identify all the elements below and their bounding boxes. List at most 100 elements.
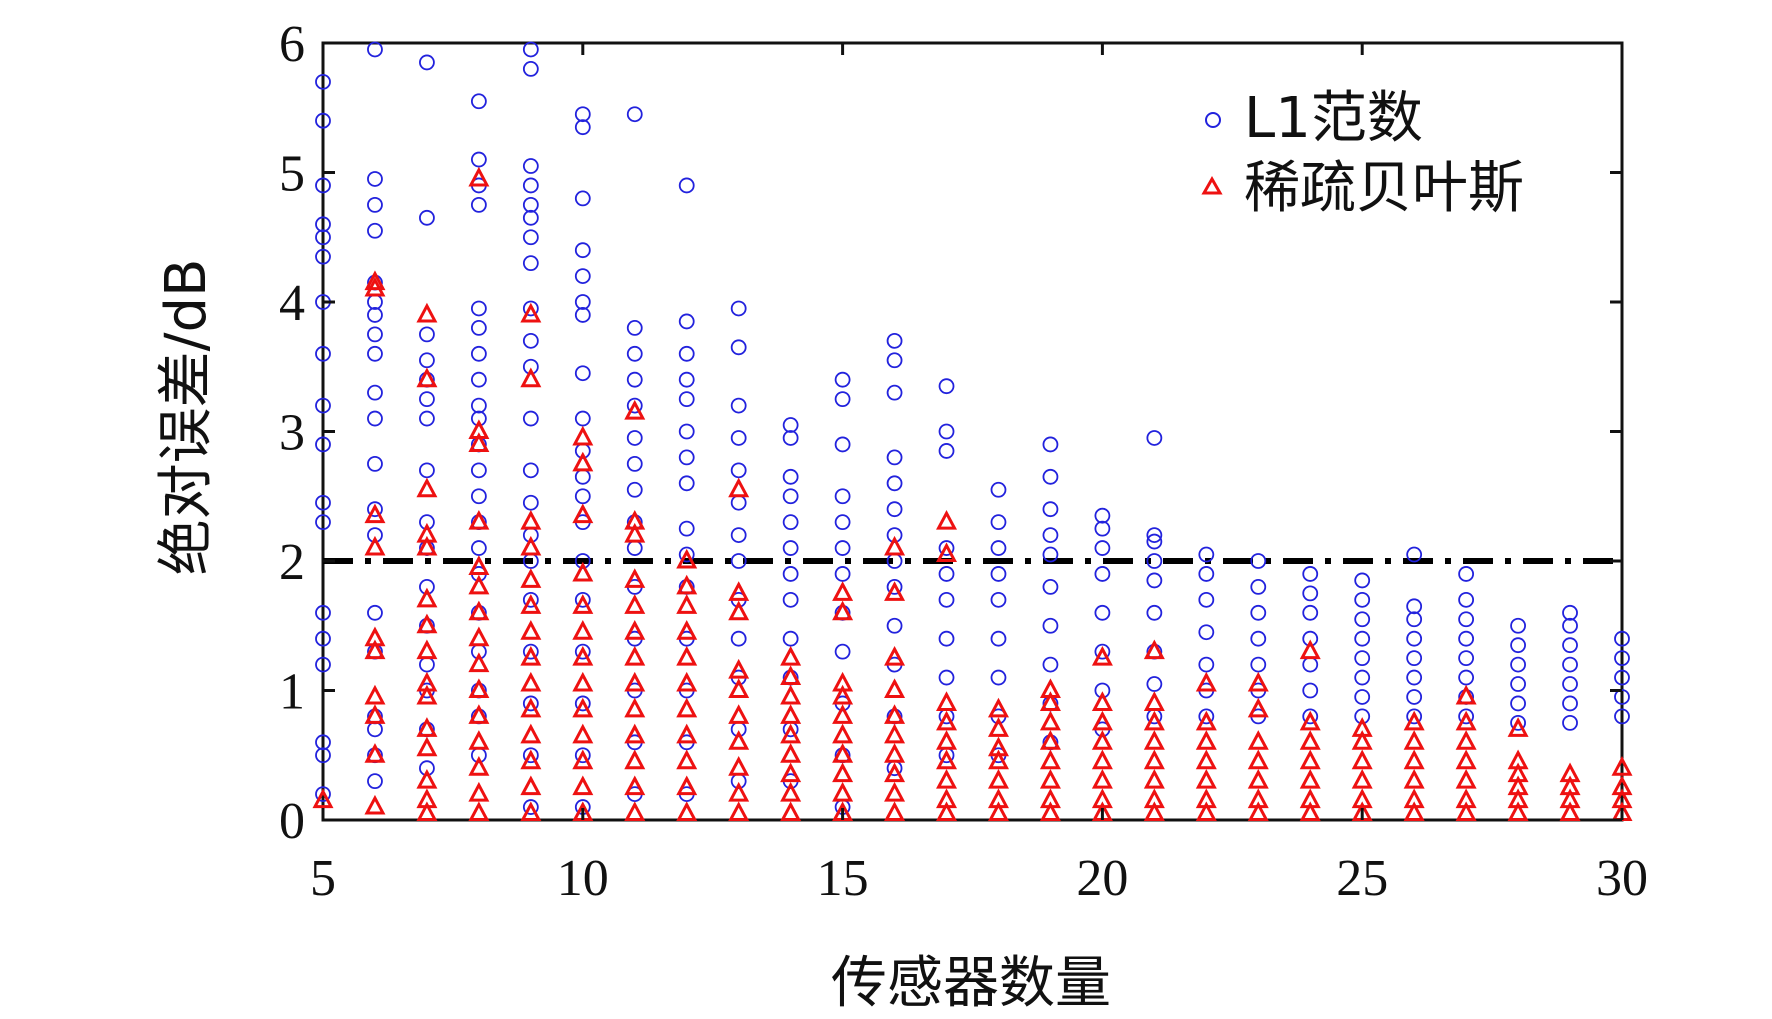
l1-data-point bbox=[626, 430, 643, 446]
sbl-data-point bbox=[1247, 749, 1269, 770]
sbl-data-point bbox=[832, 671, 854, 692]
y-tick-label: 2 bbox=[279, 534, 305, 591]
sbl-data-point bbox=[572, 451, 594, 472]
l1-data-point bbox=[1198, 546, 1215, 563]
sbl-data-point bbox=[1455, 768, 1477, 789]
l1-data-point bbox=[1250, 656, 1267, 673]
l1-data-point bbox=[730, 430, 747, 446]
l1-data-point bbox=[1146, 676, 1163, 692]
l1-data-point bbox=[1094, 604, 1111, 621]
sbl-data-point bbox=[987, 736, 1009, 757]
sbl-data-point bbox=[468, 678, 490, 698]
sbl-data-point bbox=[364, 503, 386, 524]
l1-data-point bbox=[367, 384, 383, 401]
l1-data-point bbox=[782, 630, 799, 647]
sbl-data-point bbox=[572, 503, 594, 524]
l1-data-point bbox=[678, 371, 695, 388]
sbl-data-point bbox=[728, 600, 750, 621]
l1-data-point bbox=[1458, 650, 1475, 667]
sbl-data-point bbox=[1403, 768, 1425, 789]
sbl-data-point bbox=[1299, 801, 1321, 822]
l1-data-point bbox=[315, 630, 331, 647]
l1-data-point bbox=[990, 630, 1007, 647]
sbl-data-point bbox=[468, 166, 490, 187]
legend-label-sbl: 稀疏贝叶斯 bbox=[1244, 156, 1524, 221]
l1-data-point bbox=[834, 566, 851, 582]
l1-data-point bbox=[678, 345, 695, 362]
sbl-data-point bbox=[364, 794, 386, 815]
l1-data-point bbox=[315, 494, 331, 511]
l1-data-point bbox=[1094, 520, 1111, 537]
sbl-data-point bbox=[936, 691, 958, 711]
sbl-data-point bbox=[624, 509, 646, 530]
legend: L1范数 稀疏贝叶斯 bbox=[1201, 86, 1524, 221]
sbl-data-point bbox=[624, 775, 646, 796]
sbl-data-point bbox=[416, 639, 438, 660]
l1-data-point bbox=[1458, 591, 1475, 608]
l1-data-point bbox=[1198, 624, 1215, 641]
l1-data-point bbox=[730, 553, 747, 569]
sbl-data-point bbox=[1195, 749, 1217, 770]
sbl-data-point bbox=[728, 730, 750, 750]
l1-data-point bbox=[315, 656, 331, 673]
sbl-data-point bbox=[364, 535, 386, 556]
l1-data-point bbox=[938, 443, 955, 459]
l1-data-point bbox=[1614, 630, 1630, 647]
sbl-data-point bbox=[1195, 801, 1217, 822]
sbl-data-point bbox=[884, 781, 906, 802]
x-tick-label: 15 bbox=[817, 850, 869, 907]
sbl-data-point bbox=[572, 425, 594, 446]
l1-data-point bbox=[1406, 708, 1423, 725]
y-tick-label: 0 bbox=[279, 793, 305, 850]
sbl-data-point bbox=[520, 749, 542, 770]
l1-data-point bbox=[522, 591, 539, 608]
sbl-data-point bbox=[1455, 801, 1477, 822]
l1-data-point bbox=[470, 540, 487, 556]
sbl-data-point bbox=[728, 581, 750, 601]
l1-data-point bbox=[1458, 669, 1475, 686]
sbl-data-point bbox=[1091, 788, 1113, 809]
l1-data-point bbox=[1614, 708, 1630, 725]
l1-data-point bbox=[574, 488, 591, 505]
sbl-data-point bbox=[520, 645, 542, 666]
sbl-data-point bbox=[780, 704, 802, 724]
l1-data-point bbox=[626, 106, 643, 123]
sbl-data-point bbox=[1299, 710, 1321, 731]
sbl-data-point bbox=[520, 801, 542, 822]
l1-data-point bbox=[574, 643, 591, 660]
sbl-data-point bbox=[1507, 788, 1529, 809]
l1-data-point bbox=[1198, 591, 1215, 608]
sbl-data-point bbox=[676, 749, 698, 770]
l1-data-point bbox=[886, 617, 903, 634]
sbl-data-point bbox=[572, 620, 594, 640]
l1-data-point bbox=[1458, 611, 1475, 628]
sbl-data-point bbox=[520, 568, 542, 588]
sbl-data-point bbox=[676, 574, 698, 595]
l1-data-point bbox=[1406, 630, 1423, 647]
l1-data-point bbox=[1094, 643, 1111, 660]
l1-data-point bbox=[1146, 572, 1163, 589]
sbl-data-point bbox=[468, 781, 490, 802]
sbl-data-point bbox=[520, 535, 542, 556]
l1-data-point bbox=[367, 41, 383, 58]
sbl-data-point bbox=[780, 743, 802, 763]
series-sparse-bayes bbox=[312, 166, 1633, 822]
l1-data-point bbox=[782, 591, 799, 608]
l1-data-point bbox=[886, 384, 903, 401]
sbl-data-point bbox=[1195, 730, 1217, 750]
sbl-data-point bbox=[676, 723, 698, 744]
sbl-data-point bbox=[416, 671, 438, 692]
sbl-data-point bbox=[832, 600, 854, 621]
l1-data-point bbox=[470, 93, 487, 110]
l1-data-point bbox=[574, 365, 591, 382]
sbl-data-point bbox=[1091, 730, 1113, 750]
sbl-data-point bbox=[624, 645, 646, 666]
sbl-data-point bbox=[728, 477, 750, 498]
l1-data-point bbox=[886, 449, 903, 466]
l1-data-point bbox=[1042, 436, 1059, 453]
l1-data-point bbox=[782, 488, 799, 505]
l1-data-point bbox=[834, 540, 851, 556]
l1-data-point bbox=[1302, 708, 1319, 725]
l1-data-point bbox=[419, 326, 435, 343]
sbl-data-point bbox=[1455, 684, 1477, 705]
